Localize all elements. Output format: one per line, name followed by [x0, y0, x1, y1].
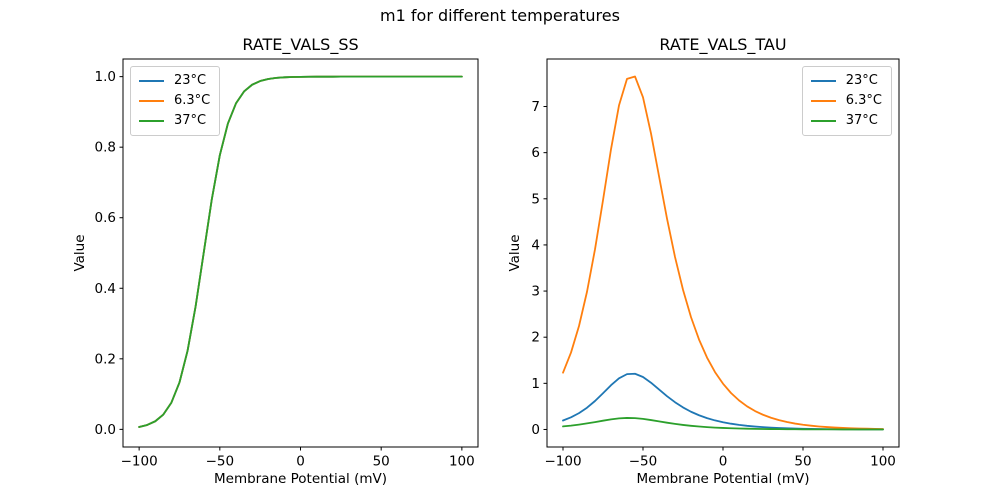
legend-label: 23°C [174, 73, 207, 88]
legend-tau: 23°C 6.3°C 37°C [801, 66, 892, 136]
legend-line-sample [139, 99, 164, 102]
axes-title-rate-vals-tau: RATE_VALS_TAU [659, 35, 787, 54]
x-axis-label-ss: Membrane Potential (mV) [213, 471, 387, 487]
legend-entry: 37°C [810, 113, 882, 128]
y-tick-label: 0.4 [95, 281, 116, 297]
series-line-6.3°C [562, 75, 884, 430]
x-tick-label: 50 [794, 454, 811, 470]
legend-label: 6.3°C [845, 93, 882, 108]
legend-entry: 6.3°C [810, 93, 882, 108]
y-tick-label: 7 [531, 99, 540, 115]
legend-entry: 23°C [139, 73, 210, 88]
y-axis-label-ss: Value [72, 234, 88, 272]
x-tick-label: 100 [449, 454, 475, 470]
y-tick-label: 1 [531, 376, 540, 392]
legend-line-sample [810, 99, 836, 102]
x-tick-label: 50 [373, 454, 390, 470]
series-line-37°C [562, 417, 884, 431]
x-tick-label: −50 [206, 454, 235, 470]
y-tick-label: 5 [531, 191, 540, 207]
y-tick-label: 4 [531, 237, 540, 253]
legend-line-sample [810, 79, 836, 82]
y-tick-label: 0.8 [95, 140, 116, 156]
y-tick-label: 0.0 [95, 422, 116, 438]
y-tick-label: 3 [531, 284, 540, 300]
y-tick-label: 2 [531, 330, 540, 346]
legend-entry: 23°C [810, 73, 882, 88]
figure-suptitle: m1 for different temperatures [380, 6, 620, 25]
y-tick-label: 1.0 [95, 69, 116, 85]
x-tick-label: 0 [719, 454, 728, 470]
x-tick-label: −100 [544, 454, 581, 470]
legend-line-sample [139, 119, 164, 122]
y-tick-label: 0 [531, 422, 540, 438]
y-tick-label: 6 [531, 145, 540, 161]
x-tick-label: 0 [296, 454, 305, 470]
legend-entry: 37°C [139, 113, 210, 128]
x-tick-label: −50 [629, 454, 658, 470]
legend-label: 37°C [845, 113, 878, 128]
series-line-37°C [138, 75, 463, 428]
x-axis-label-tau: Membrane Potential (mV) [636, 471, 810, 487]
legend-ss: 23°C 6.3°C 37°C [130, 66, 221, 136]
legend-label: 6.3°C [174, 93, 211, 108]
y-tick-label: 0.6 [95, 210, 116, 226]
x-tick-label: 100 [870, 454, 896, 470]
legend-line-sample [810, 119, 836, 122]
legend-line-sample [139, 79, 164, 82]
axes-title-rate-vals-ss: RATE_VALS_SS [242, 35, 359, 54]
legend-label: 37°C [174, 113, 207, 128]
y-axis-label-tau: Value [507, 234, 523, 272]
y-tick-label: 0.2 [95, 351, 116, 367]
legend-label: 23°C [845, 73, 878, 88]
x-tick-label: −100 [121, 454, 158, 470]
legend-entry: 6.3°C [139, 93, 210, 108]
